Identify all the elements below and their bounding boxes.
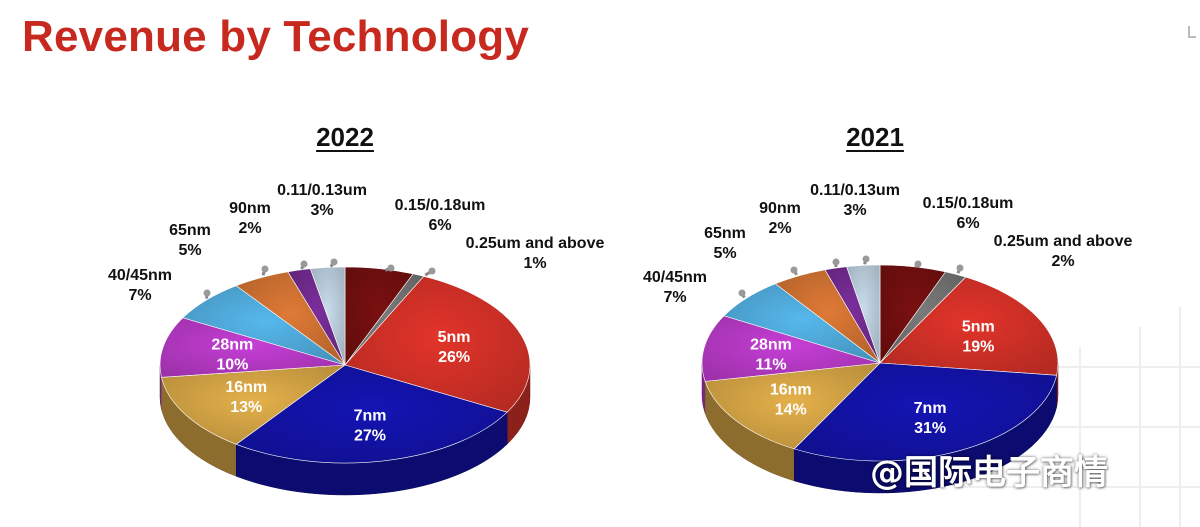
slice-label-0-15-0-18um: 0.15/0.18um [395, 197, 486, 214]
slice-label-0-11-0-13um: 0.11/0.13um [810, 182, 900, 199]
pie-slice-16nm [704, 362, 881, 450]
slice-value-28nm: 10% [216, 357, 248, 374]
slice-value-40-45nm: 7% [663, 289, 686, 306]
pie-slice-5nm [879, 276, 1059, 376]
slice-value-5nm: 19% [962, 338, 994, 355]
slice-value-65nm: 5% [713, 245, 736, 262]
pie-slice-0-11-0-13um [309, 266, 346, 366]
slice-value-7nm: 31% [914, 420, 946, 437]
leader-dot-65nm [261, 265, 269, 273]
slice-label-5nm: 5nm [962, 318, 995, 335]
slice-label-0-25um-and-above: 0.25um and above [994, 233, 1133, 250]
slice-label-28nm: 28nm [750, 336, 792, 353]
slice-value-0-11-0-13um: 3% [843, 202, 866, 219]
slice-value-65nm: 5% [178, 242, 201, 259]
leader-dot-0-11-0-13um [330, 258, 338, 266]
slice-value-7nm: 27% [354, 427, 386, 444]
slice-value-0-11-0-13um: 3% [310, 202, 333, 219]
slice-value-0-15-0-18um: 6% [956, 215, 979, 232]
pie-chart-2021: 0.15/0.18um 6% 0.25um and above 2% 5nm 19% 7nm… [643, 182, 1133, 494]
slice-label-90nm: 90nm [229, 200, 271, 217]
leader-dot-40-45nm [738, 289, 746, 297]
slice-value-90nm: 2% [238, 220, 261, 237]
slice-label-90nm: 90nm [759, 200, 801, 217]
slice-value-16nm: 13% [230, 399, 262, 416]
slice-value-0-25um-and-above: 2% [1051, 253, 1074, 270]
corner-mark [1188, 26, 1196, 38]
leader-dot-0-15-0-18um [914, 260, 922, 268]
slice-label-65nm: 65nm [704, 225, 746, 242]
pie-slice-0-11-0-13um [846, 264, 881, 364]
leader-dot-40-45nm [203, 289, 211, 297]
slice-value-90nm: 2% [768, 220, 791, 237]
leader-dot-0-25um-and-above [956, 264, 964, 272]
pie-slice-28nm [701, 315, 881, 382]
slice-label-0-11-0-13um: 0.11/0.13um [277, 182, 367, 199]
pie-slice-7nm [793, 362, 1057, 462]
pie-slice-7nm [235, 364, 508, 464]
slice-value-16nm: 14% [775, 402, 807, 419]
slice-value-40-45nm: 7% [128, 287, 151, 304]
slice-label-40-45nm: 40/45nm [643, 269, 707, 286]
page-title: Revenue by Technology [22, 12, 530, 61]
leader-dot-0-11-0-13um [862, 255, 870, 263]
slice-label-40-45nm: 40/45nm [108, 267, 172, 284]
slice-value-0-25um-and-above: 1% [523, 255, 546, 272]
background-grid [960, 307, 1200, 527]
slice-label-0-15-0-18um: 0.15/0.18um [923, 195, 1014, 212]
leader-dot-65nm [790, 266, 798, 274]
leader-dot-0-25um-and-above [428, 267, 436, 275]
slice-label-28nm: 28nm [211, 337, 253, 354]
pie-slice-28nm [159, 317, 346, 378]
slice-label-16nm: 16nm [770, 382, 812, 399]
slice-value-5nm: 26% [438, 349, 470, 366]
slice-value-28nm: 11% [755, 356, 786, 373]
pie-slice-16nm [161, 364, 347, 445]
watermark: @国际电子商情 [870, 453, 1108, 493]
slice-label-7nm: 7nm [914, 400, 947, 417]
chart-title-2022: 2022 [316, 122, 374, 152]
slice-label-65nm: 65nm [169, 222, 211, 239]
slice-value-0-15-0-18um: 6% [428, 217, 451, 234]
chart-title-2021: 2021 [846, 122, 904, 152]
pie-chart-2022: 0.15/0.18um 6% 0.25um and above 1% 5nm 26% 7nm… [108, 182, 605, 496]
slice-label-5nm: 5nm [438, 329, 471, 346]
leader-dot-90nm [300, 260, 308, 268]
slice-label-16nm: 16nm [225, 379, 267, 396]
slice-label-0-25um-and-above: 0.25um and above [466, 235, 605, 252]
leader-dot-0-15-0-18um [387, 264, 395, 272]
leader-dot-90nm [832, 258, 840, 266]
slice-label-7nm: 7nm [354, 407, 387, 424]
